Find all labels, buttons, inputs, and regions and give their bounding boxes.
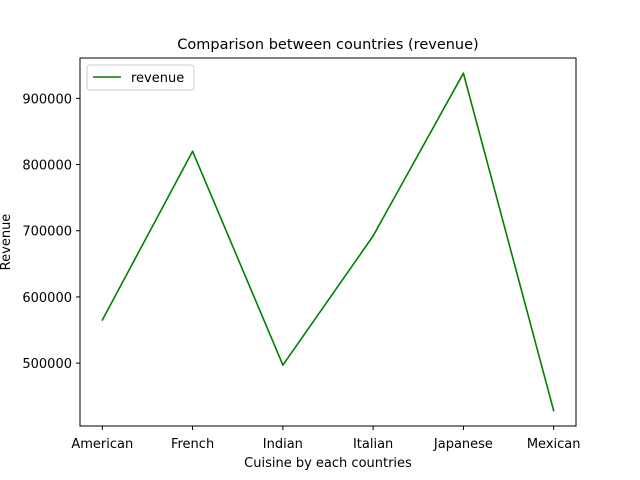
x-tick-label: Mexican: [527, 437, 581, 452]
x-tick-label: Italian: [353, 437, 393, 452]
series-layer: [101, 72, 555, 412]
x-axis: American French Indian Italian Japanese Mexic…: [71, 426, 581, 452]
x-axis-label: Cuisine by each countries: [244, 456, 412, 471]
data-point: [101, 319, 104, 321]
y-tick-label: 600000: [22, 291, 72, 306]
y-axis-label: Revenue: [0, 214, 14, 271]
legend-frame: [86, 64, 195, 91]
plot-area: American French Indian Italian Japanese Mexic…: [22, 57, 581, 452]
data-point: [462, 72, 465, 75]
data-point: [372, 235, 374, 237]
legend-label: revenue: [131, 71, 184, 86]
x-tick-label: Japanese: [433, 437, 493, 452]
x-tick-label: Indian: [263, 437, 303, 452]
x-tick-label: French: [171, 437, 214, 452]
data-point: [552, 409, 555, 412]
y-tick-label: 900000: [22, 92, 72, 107]
x-tick-label: American: [71, 437, 133, 452]
legend: revenue: [86, 64, 195, 91]
y-axis: 500000 600000 700000 800000 900000: [22, 92, 80, 372]
data-point: [282, 364, 284, 366]
chart-title: Comparison between countries (revenue): [177, 37, 478, 53]
plot-frame: [79, 57, 577, 427]
y-tick-label: 500000: [22, 357, 72, 372]
y-tick-label: 800000: [22, 159, 72, 174]
data-point: [191, 150, 194, 153]
series-line: [101, 72, 555, 412]
y-tick-label: 700000: [22, 225, 72, 240]
